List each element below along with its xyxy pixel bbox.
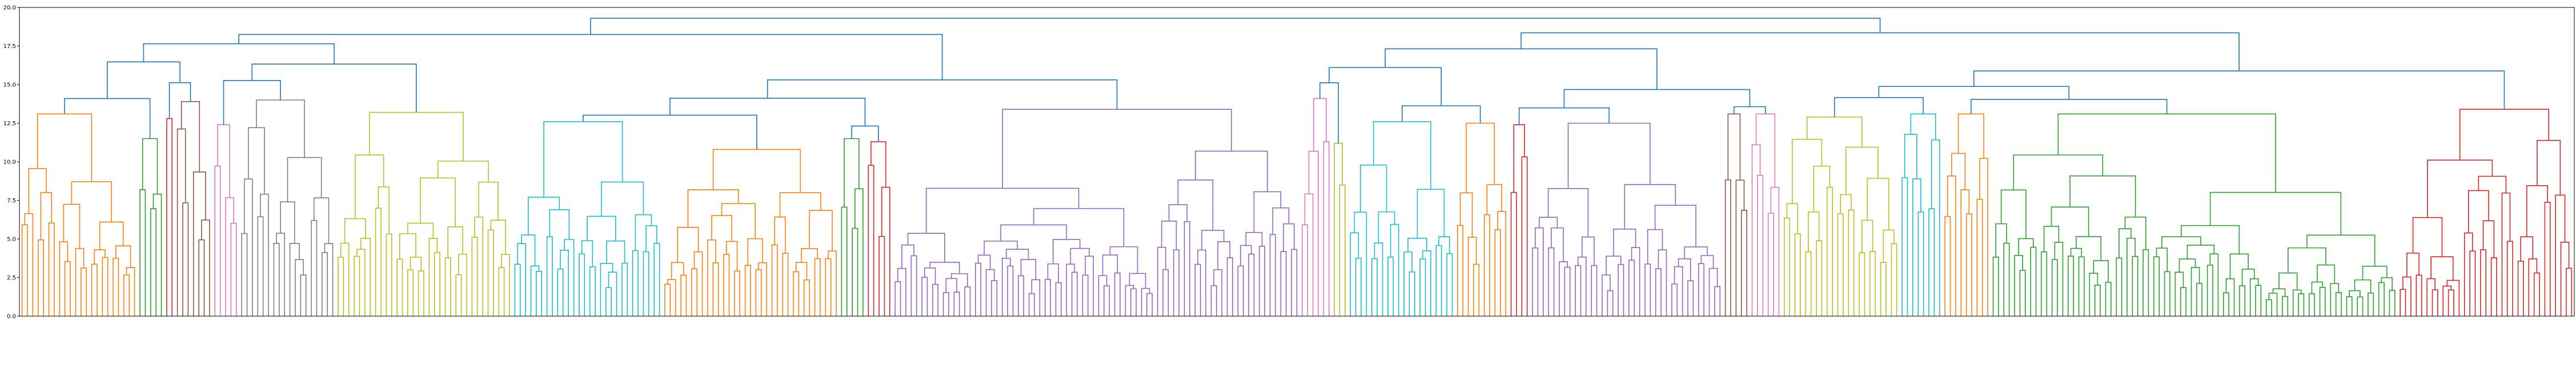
- y-tick-label: 17.5: [3, 43, 16, 50]
- y-tick-label: 20.0: [3, 5, 16, 11]
- y-tick-label: 12.5: [3, 121, 16, 127]
- y-axis: 0.0 2.5 5.0 7.5 10.0 12.5 15.0 17.5 20.0: [3, 5, 19, 320]
- y-tick-label: 15.0: [3, 82, 16, 89]
- y-tick-label: 10.0: [3, 159, 16, 166]
- y-tick-label: 0.0: [7, 314, 16, 320]
- y-tick-label: 5.0: [7, 237, 16, 243]
- dendrogram-link: [590, 18, 1881, 35]
- plot-frame: [19, 7, 2575, 317]
- y-tick-label: 2.5: [7, 275, 16, 281]
- y-tick-label: 7.5: [7, 198, 16, 204]
- dendrogram-links: [21, 18, 2573, 316]
